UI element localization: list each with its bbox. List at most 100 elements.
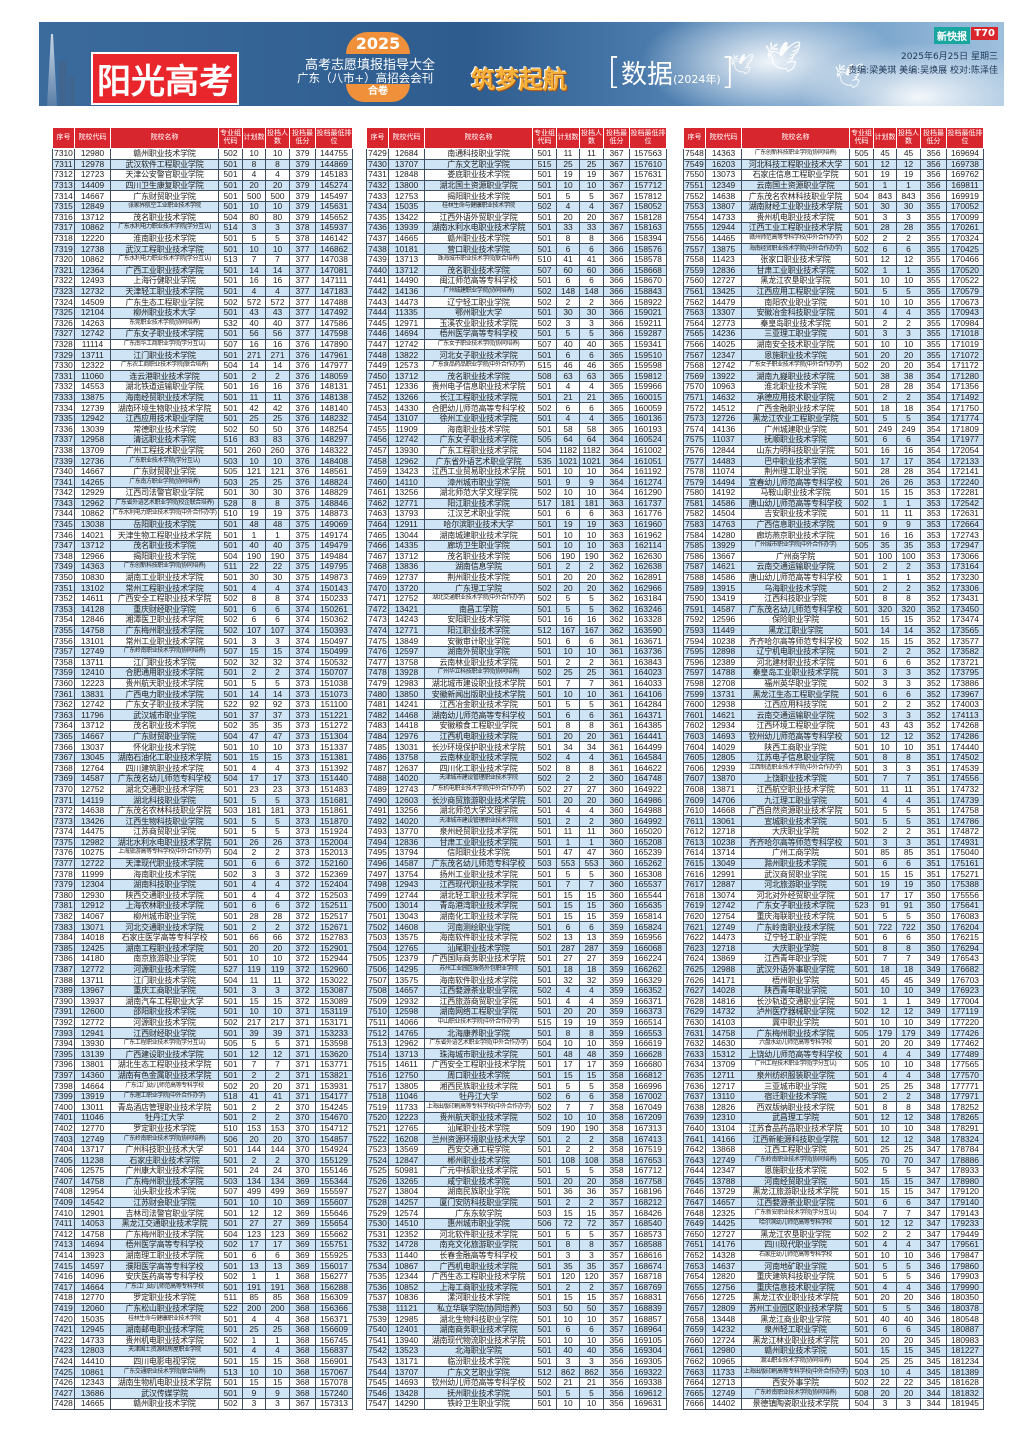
table-row: 7464 12911 哈尔滨职业技术大学 501 19 19 363 161960	[366, 518, 667, 531]
cell-min-rank: 177119	[946, 1006, 984, 1018]
cell-seq-number: 7515	[366, 1059, 389, 1071]
cell-group-code: 501	[532, 1048, 557, 1061]
table-row: 7332 14553 湖北铁道运输职业学院 501 16 16 376 148131	[52, 381, 353, 393]
table-row: 7496 14587 广东茂名幼儿师范专科学校 503 553 553 360 165262	[366, 857, 667, 870]
cell-min-score: 361	[603, 741, 630, 753]
cell-admitted-count: 7	[579, 878, 604, 891]
cell-school-name: 阳江职业技术学院	[424, 624, 533, 637]
table-row: 7460 14110 漳州城市职业学院 501 9 9 364 161274	[366, 476, 667, 488]
table-row: 7339 12736 广东职业技术学院(学分互认) 503 10 10 376 148408	[52, 455, 353, 467]
cell-min-rank: 161737	[629, 497, 667, 510]
cell-seq-number: 7449	[366, 359, 389, 372]
cell-group-code: 501	[218, 1387, 243, 1400]
cell-school-name: 合肥幼儿师范高等专科学校	[424, 402, 533, 414]
cell-seq-number: 7389	[52, 984, 75, 997]
cell-seq-number: 7629	[683, 1006, 706, 1018]
cell-min-score: 368	[289, 1270, 316, 1283]
cell-admitted-count: 14	[896, 624, 921, 637]
cell-min-score: 372	[289, 857, 316, 870]
cell-seq-number: 7514	[366, 1048, 389, 1061]
cell-min-rank: 176215	[946, 931, 984, 944]
cell-admitted-count: 10	[265, 1366, 290, 1378]
table-row: 7653 14637 河南地矿职业学院 501 5 5 346 179860	[683, 1260, 984, 1272]
cell-group-code: 507	[532, 338, 557, 351]
cell-school-name: 石家庄信息工程职业学院	[741, 169, 850, 181]
cell-group-code: 501	[532, 529, 557, 541]
cell-min-rank: 175641	[946, 900, 984, 912]
cell-min-score: 355	[920, 317, 947, 330]
table-row: 7556 14465 赣州师范高等专科学校(中外合作办学) 502 2 2 355 17032…	[683, 232, 984, 245]
table-row: 7640 13104 江苏食品药品职业技术学院 501 10 10 348 178291	[683, 1122, 984, 1135]
cell-school-name: 长沙环境保护职业技术学院	[424, 741, 533, 753]
cell-school-name: 四川建筑职业技术学院	[110, 762, 219, 775]
cell-school-name: 广东女子职业技术学院	[110, 328, 219, 340]
cell-plan-count: 2	[873, 391, 897, 404]
cell-plan-count: 8	[242, 592, 266, 605]
cell-school-name: 江苏商贸职业学院	[110, 826, 219, 838]
cell-min-score: 373	[289, 826, 316, 838]
cell-min-rank: 174502	[946, 751, 984, 764]
cell-min-score: 369	[289, 1207, 316, 1219]
cell-school-name: 河北女子职业技术学院	[424, 349, 533, 361]
cell-group-code: 501	[849, 1281, 874, 1294]
cell-group-code: 501	[532, 614, 557, 626]
cell-group-code: 502	[532, 931, 557, 944]
cell-school-name: 广东交通职业技术学院(联合培养)	[110, 1366, 219, 1378]
cell-school-code: 14788	[705, 667, 742, 679]
table-row: 7359 12410 合肥通用职业技术学院 501 2 2 374 150707	[52, 667, 353, 679]
table-row: 7323 12732 天津轻工职业技术学院 501 4 4 377 147183	[52, 285, 353, 298]
cell-school-name: 广东岭南职业技术学院(协同培养)	[110, 645, 219, 658]
dove-icon: 🕊	[834, 62, 865, 90]
cell-seq-number: 7652	[683, 1249, 706, 1262]
cell-seq-number: 7385	[52, 942, 75, 955]
cell-school-code: 12742	[74, 698, 111, 711]
cell-seq-number: 7353	[52, 603, 75, 616]
cell-group-code: 501	[218, 741, 243, 753]
cell-seq-number: 7470	[366, 582, 389, 594]
table-row: 7368 12764 四川建筑职业技术学院 501 4 4 373 151392	[52, 762, 353, 775]
cell-seq-number: 7441	[366, 275, 389, 287]
cell-seq-number: 7558	[683, 253, 706, 266]
cell-admitted-count: 16	[265, 381, 290, 393]
cell-admitted-count: 22	[896, 1376, 921, 1389]
cell-school-code: 13256	[388, 487, 425, 499]
cell-min-rank: 169631	[629, 1398, 667, 1410]
cell-min-rank: 167049	[629, 1101, 667, 1114]
cell-group-code: 501	[532, 222, 557, 234]
cell-min-score: 355	[920, 222, 947, 234]
table-row: 7652 14328 石家庄幼儿师范高等专科学校 501 10 10 346 179847	[683, 1249, 984, 1262]
cell-min-rank: 172631	[946, 508, 984, 520]
cell-plan-count: 20	[556, 582, 580, 594]
cell-plan-count: 10	[873, 296, 897, 308]
table-row: 7644 12347 恩施职业技术学院 502 5 5 347 178933	[683, 1165, 984, 1177]
cell-school-name: 湖南工业职业技术学院	[110, 571, 219, 584]
table-row: 7551 12349 云南国土资源职业学院 501 1 1 356 169811	[683, 179, 984, 192]
cell-seq-number: 7492	[366, 815, 389, 827]
cell-school-code: 13919	[74, 1090, 111, 1103]
cell-min-score: 360	[603, 794, 630, 806]
cell-admitted-count: 3	[896, 667, 921, 679]
cell-min-rank: 179143	[946, 1207, 984, 1219]
cell-school-code: 14587	[388, 857, 425, 870]
cell-school-code: 13922	[705, 370, 742, 383]
cell-group-code: 501	[849, 317, 874, 330]
cell-plan-count: 3	[873, 328, 897, 340]
cell-group-code: 501	[532, 826, 557, 838]
table-row: 7495 13794 信阳职业技术学院 501 47 47 360 165239	[366, 847, 667, 859]
cell-admitted-count: 1	[896, 995, 921, 1008]
cell-plan-count: 2	[242, 370, 266, 383]
table-row: 7369 14587 广东茂名幼儿师范专科学校 504 17 17 373 151440	[52, 773, 353, 785]
cell-min-score: 355	[920, 285, 947, 298]
cell-plan-count: 12	[873, 253, 897, 266]
cell-plan-count: 40	[242, 539, 266, 552]
table-row: 7401 11046 牡丹江大学 501 2 2 370 154670	[52, 1112, 353, 1124]
cell-school-code: 13307	[705, 306, 742, 319]
cell-school-code: 11423	[705, 253, 742, 266]
cell-school-name: 湖南信息学院	[424, 561, 533, 573]
cell-admitted-count: 15	[579, 1069, 604, 1082]
cell-group-code: 504	[849, 190, 874, 202]
cell-min-rank: 161002	[629, 444, 667, 457]
cell-min-score: 368	[289, 1376, 316, 1389]
cell-min-score: 354	[920, 370, 947, 383]
column-header-school-code: 院校代码	[705, 127, 742, 149]
